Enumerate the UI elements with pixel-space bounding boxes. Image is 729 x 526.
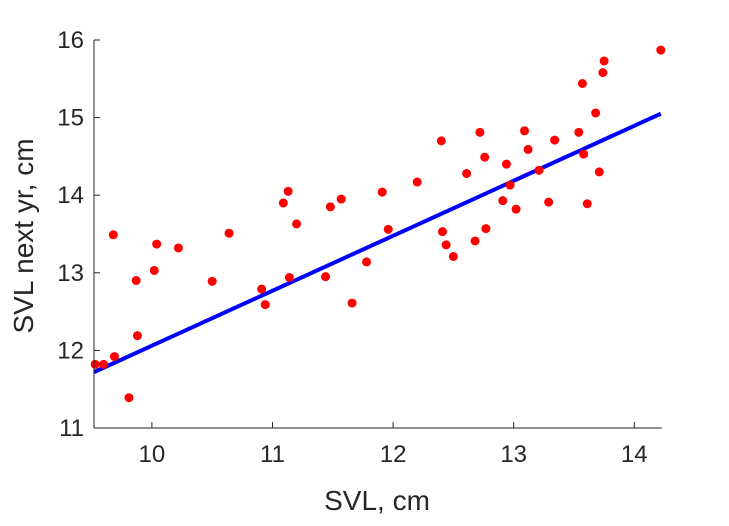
data-point [108, 230, 118, 240]
x-tick-label: 11 [260, 441, 285, 468]
y-tick-label: 16 [57, 27, 84, 54]
data-point [574, 127, 584, 137]
data-point [462, 168, 472, 178]
y-tick-label: 11 [59, 415, 84, 442]
x-tick-label: 10 [139, 441, 166, 468]
data-point [480, 152, 490, 162]
data-point [132, 331, 142, 341]
data-point [577, 78, 587, 88]
data-point [90, 359, 100, 369]
data-point [321, 272, 331, 282]
data-point [278, 198, 288, 208]
x-tick-label: 14 [621, 441, 648, 468]
data-point [591, 108, 601, 118]
data-point [481, 224, 491, 234]
data-point [412, 177, 422, 187]
data-point [152, 239, 162, 249]
data-point [511, 204, 521, 214]
data-point [110, 352, 120, 362]
data-point [124, 393, 134, 403]
data-point [383, 224, 393, 234]
data-point [448, 252, 458, 262]
data-point [498, 196, 508, 206]
y-tick-label: 12 [57, 337, 84, 364]
data-point [173, 243, 183, 253]
y-tick-label: 14 [57, 182, 84, 209]
data-point [325, 202, 335, 212]
data-point [534, 165, 544, 175]
data-point [284, 272, 294, 282]
data-point [336, 194, 346, 204]
y-axis-title: SVL next yr, cm [8, 138, 39, 333]
data-point [283, 186, 293, 196]
data-point [582, 199, 592, 209]
data-point [505, 180, 515, 190]
data-point [656, 45, 666, 55]
data-point [523, 144, 533, 154]
data-point [99, 359, 109, 369]
data-point [579, 149, 589, 159]
y-tick-label: 13 [57, 260, 84, 287]
data-point [470, 236, 480, 246]
data-point [260, 300, 270, 310]
data-point [292, 219, 302, 229]
data-point [599, 56, 609, 66]
data-point [475, 127, 485, 137]
data-point [544, 197, 554, 207]
axes: 10 11 12 13 14 11 12 13 14 15 16 [57, 27, 662, 468]
data-point [207, 276, 217, 286]
data-point [594, 167, 604, 177]
regression-line [93, 111, 662, 374]
plot-area [90, 45, 666, 403]
data-point [257, 284, 267, 294]
x-tick-label: 13 [500, 441, 527, 468]
data-point [598, 68, 608, 78]
data-point [149, 265, 159, 275]
x-tick-label: 12 [380, 441, 407, 468]
data-point [441, 240, 451, 250]
data-point [377, 187, 387, 197]
y-tick-label: 15 [57, 105, 84, 132]
data-point [224, 228, 234, 238]
data-point [362, 257, 372, 267]
data-point [520, 126, 530, 136]
data-point [347, 298, 357, 308]
data-point [550, 135, 560, 145]
data-point [501, 159, 511, 169]
x-axis-title: SVL, cm [324, 485, 430, 516]
data-point [438, 227, 448, 237]
data-point [436, 136, 446, 146]
data-point [131, 276, 141, 286]
